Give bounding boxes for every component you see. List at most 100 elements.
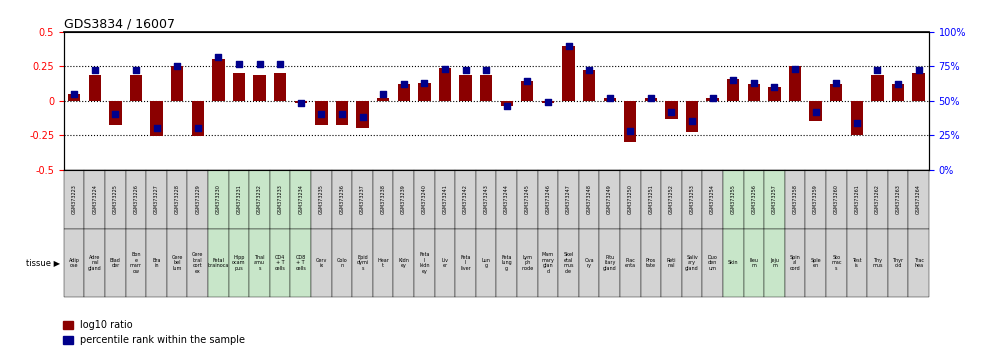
Text: GSM373234: GSM373234 [298, 184, 303, 214]
FancyBboxPatch shape [723, 170, 743, 229]
Bar [521, 81, 534, 101]
Text: GSM373229: GSM373229 [196, 184, 201, 214]
Bar [542, 101, 554, 103]
Text: Bon
e
marr
ow: Bon e marr ow [130, 252, 142, 274]
Text: Feta
l
kidn
ey: Feta l kidn ey [419, 252, 430, 274]
Bar [748, 84, 760, 101]
FancyBboxPatch shape [682, 229, 703, 297]
Bar [707, 98, 719, 101]
Text: Feta
l
liver: Feta l liver [460, 255, 471, 271]
Text: Sto
mac
s: Sto mac s [831, 255, 841, 271]
Text: Thy
mus: Thy mus [872, 258, 883, 268]
FancyBboxPatch shape [105, 170, 126, 229]
FancyBboxPatch shape [703, 170, 723, 229]
Text: GSM373243: GSM373243 [484, 184, 489, 214]
Point [66, 91, 82, 97]
FancyBboxPatch shape [229, 170, 250, 229]
Bar [438, 68, 451, 101]
FancyBboxPatch shape [64, 170, 85, 229]
Bar [604, 98, 616, 101]
Point [376, 91, 391, 97]
Text: GSM373236: GSM373236 [339, 184, 344, 214]
Text: GSM373253: GSM373253 [690, 184, 695, 214]
Bar [789, 66, 801, 101]
Bar [871, 75, 884, 101]
Text: GSM373255: GSM373255 [730, 184, 735, 214]
FancyBboxPatch shape [682, 170, 703, 229]
Bar [376, 98, 389, 101]
Bar [150, 101, 163, 137]
Text: Lun
g: Lun g [482, 258, 491, 268]
Point [540, 99, 555, 105]
FancyBboxPatch shape [250, 170, 270, 229]
Text: Spin
al
cord: Spin al cord [789, 255, 800, 271]
Text: Feta
lung
g: Feta lung g [501, 255, 512, 271]
Bar [130, 75, 143, 101]
Text: GSM373254: GSM373254 [710, 184, 716, 214]
FancyBboxPatch shape [311, 170, 331, 229]
Bar [357, 101, 369, 128]
Text: GSM373262: GSM373262 [875, 184, 880, 214]
FancyBboxPatch shape [826, 229, 846, 297]
FancyBboxPatch shape [538, 229, 558, 297]
FancyBboxPatch shape [126, 170, 146, 229]
Text: Sple
en: Sple en [810, 258, 821, 268]
Bar [665, 101, 677, 119]
Text: Liv
er: Liv er [441, 258, 448, 268]
FancyBboxPatch shape [743, 229, 764, 297]
Text: Cere
bral
cort
ex: Cere bral cort ex [192, 252, 203, 274]
Bar [830, 84, 842, 101]
Point [622, 128, 638, 134]
Point [458, 68, 474, 73]
Bar [459, 75, 472, 101]
Bar [769, 87, 781, 101]
Text: GSM373245: GSM373245 [525, 184, 530, 214]
FancyBboxPatch shape [805, 170, 826, 229]
Point [519, 79, 535, 84]
FancyBboxPatch shape [146, 170, 167, 229]
Text: GSM373240: GSM373240 [422, 184, 427, 214]
Bar [274, 73, 286, 101]
Text: GSM373257: GSM373257 [772, 184, 777, 214]
Point [396, 81, 412, 87]
Bar [583, 70, 596, 101]
Text: GSM373241: GSM373241 [442, 184, 447, 214]
Text: Saliv
ary
gland: Saliv ary gland [685, 255, 699, 271]
Point [891, 81, 906, 87]
Point [314, 112, 329, 117]
Text: CD8
+ T
cells: CD8 + T cells [295, 255, 306, 271]
FancyBboxPatch shape [373, 170, 393, 229]
Text: GSM373252: GSM373252 [669, 184, 674, 214]
Text: GSM373223: GSM373223 [72, 184, 77, 214]
Text: GSM373239: GSM373239 [401, 184, 406, 214]
Point [808, 109, 824, 115]
Text: GSM373228: GSM373228 [175, 184, 180, 214]
Text: Skel
etal
mus
cle: Skel etal mus cle [563, 252, 574, 274]
FancyBboxPatch shape [290, 170, 311, 229]
FancyBboxPatch shape [434, 229, 455, 297]
FancyBboxPatch shape [331, 170, 352, 229]
Text: Epid
dymi
s: Epid dymi s [357, 255, 369, 271]
Text: Reti
nal: Reti nal [666, 258, 676, 268]
Bar [500, 101, 513, 106]
Bar [397, 84, 410, 101]
FancyBboxPatch shape [414, 229, 434, 297]
Point [560, 43, 576, 48]
FancyBboxPatch shape [558, 229, 579, 297]
FancyBboxPatch shape [455, 229, 476, 297]
Text: Thyr
oid: Thyr oid [893, 258, 903, 268]
Text: GSM373230: GSM373230 [216, 184, 221, 214]
Bar [686, 101, 698, 132]
Bar [892, 84, 904, 101]
Legend: log10 ratio, percentile rank within the sample: log10 ratio, percentile rank within the … [59, 316, 250, 349]
Text: GSM373259: GSM373259 [813, 184, 818, 214]
FancyBboxPatch shape [846, 229, 867, 297]
Text: Hear
t: Hear t [377, 258, 389, 268]
FancyBboxPatch shape [723, 229, 743, 297]
FancyBboxPatch shape [579, 170, 600, 229]
Point [746, 80, 762, 86]
Text: GSM373258: GSM373258 [792, 184, 797, 214]
Text: Lym
ph
node: Lym ph node [521, 255, 534, 271]
FancyBboxPatch shape [703, 229, 723, 297]
Point [334, 112, 350, 117]
